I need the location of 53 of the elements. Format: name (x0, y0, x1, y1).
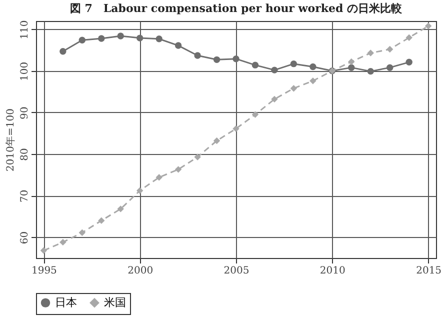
point (232, 55, 240, 62)
x-tick-label: 2000 (128, 266, 154, 276)
point (136, 34, 144, 42)
point (194, 154, 201, 160)
point (252, 111, 259, 118)
x-tick-label: 1995 (31, 266, 57, 276)
point (310, 78, 316, 84)
point (386, 46, 394, 53)
point (271, 66, 278, 74)
point (386, 64, 394, 71)
point (232, 125, 240, 132)
point (348, 58, 355, 66)
point (117, 32, 124, 40)
point (60, 238, 66, 246)
point (348, 64, 355, 71)
point (78, 36, 86, 44)
point (98, 35, 105, 42)
point (213, 56, 220, 64)
point (424, 22, 432, 30)
y-tick-label: 80 (20, 148, 30, 161)
point (252, 62, 259, 68)
point (98, 217, 105, 224)
x-tick-label: 2005 (224, 266, 250, 276)
y-tick-label: 110 (20, 20, 30, 40)
legend-label: 米国 (104, 296, 126, 309)
chart-title: 図 7 Labour compensation per hour worked の日米比較 (70, 2, 404, 15)
x-tick-label: 2010 (320, 266, 346, 276)
point (156, 36, 162, 42)
point (40, 247, 48, 254)
y-tick-label: 90 (20, 106, 30, 120)
point (174, 166, 182, 173)
point (290, 60, 298, 68)
y-axis-title: 2010年=100 (4, 108, 16, 172)
point (290, 85, 298, 92)
point (117, 206, 124, 212)
point (406, 58, 412, 66)
legend-label: 日本 (55, 296, 77, 309)
point (156, 174, 162, 181)
y-tick-label: 100 (20, 62, 30, 81)
point (406, 34, 412, 41)
y-tick-label: 70 (20, 190, 30, 202)
point (271, 96, 278, 103)
point (174, 42, 182, 49)
point (213, 137, 220, 144)
point (78, 229, 86, 236)
point (136, 187, 144, 194)
x-tick-label: 2015 (416, 266, 442, 276)
y-tick-label: 60 (20, 231, 30, 244)
point (367, 50, 374, 56)
point (194, 52, 201, 59)
point (367, 68, 374, 75)
point (60, 48, 66, 55)
point (310, 63, 316, 70)
